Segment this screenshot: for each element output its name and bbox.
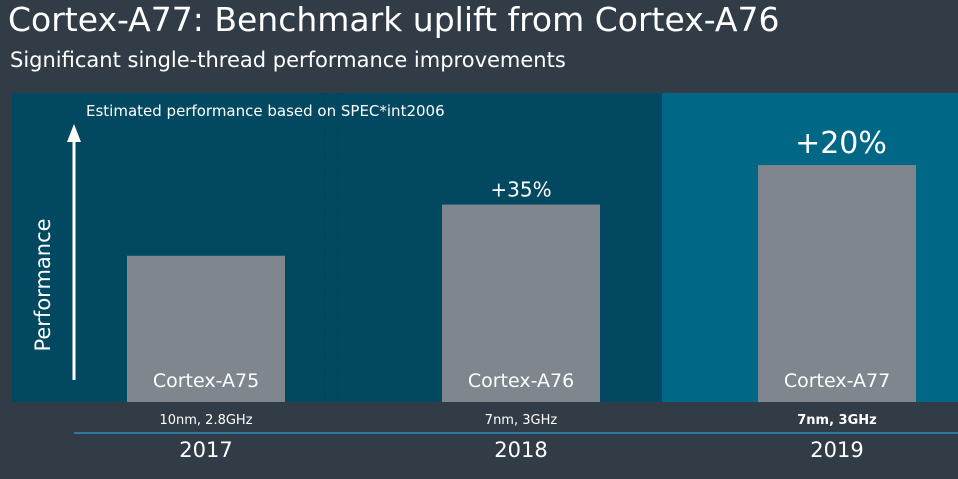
bar-label: Cortex-A75 xyxy=(153,370,259,392)
year-label: 2018 xyxy=(494,438,547,462)
year-label: 2017 xyxy=(179,438,232,462)
process-label: 7nm, 3GHz xyxy=(797,413,876,428)
bar-2018 xyxy=(442,204,600,402)
uplift-label: +35% xyxy=(490,178,551,202)
process-label: 7nm, 3GHz xyxy=(485,413,558,428)
y-axis xyxy=(67,124,81,380)
year-label: 2019 xyxy=(810,438,863,462)
bar-2019 xyxy=(758,165,916,402)
bar-label: Cortex-A76 xyxy=(468,370,574,392)
arrow-up-icon xyxy=(67,124,81,142)
page-title: Cortex-A77: Benchmark uplift from Cortex… xyxy=(8,0,780,39)
y-axis-label: Performance xyxy=(31,218,55,351)
bar-label: Cortex-A77 xyxy=(784,370,890,392)
uplift-label: +20% xyxy=(795,126,887,161)
page-subtitle: Significant single-thread performance im… xyxy=(10,48,566,72)
chart-annotation: Estimated performance based on SPEC*int2… xyxy=(86,102,445,120)
bar-2017 xyxy=(127,255,285,402)
process-label: 10nm, 2.8GHz xyxy=(159,413,252,428)
